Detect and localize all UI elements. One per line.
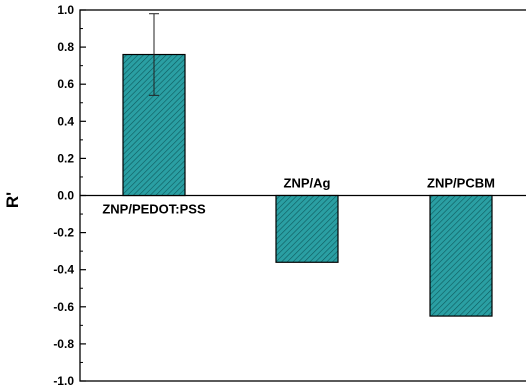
y-tick-label: 0.6 bbox=[57, 77, 74, 91]
y-tick-label: 0.8 bbox=[57, 40, 74, 54]
category-label: ZNP/PCBM bbox=[427, 176, 495, 191]
bar bbox=[275, 194, 339, 263]
y-tick-label: -0.4 bbox=[53, 263, 74, 277]
y-tick-label: -0.6 bbox=[53, 300, 74, 314]
y-tick-label: -0.2 bbox=[53, 226, 74, 240]
y-tick-label: 0.4 bbox=[57, 114, 74, 128]
y-tick-label: 1.0 bbox=[57, 3, 74, 17]
bar bbox=[429, 194, 493, 317]
y-axis-title: R' bbox=[3, 192, 22, 208]
category-label: ZNP/Ag bbox=[284, 176, 331, 191]
y-tick-label: 0.0 bbox=[57, 189, 74, 203]
y-tick-label: 0.2 bbox=[57, 151, 74, 165]
y-tick-label: -1.0 bbox=[53, 374, 74, 385]
category-label: ZNP/PEDOT:PSS bbox=[102, 202, 206, 217]
y-tick-label: -0.8 bbox=[53, 337, 74, 351]
